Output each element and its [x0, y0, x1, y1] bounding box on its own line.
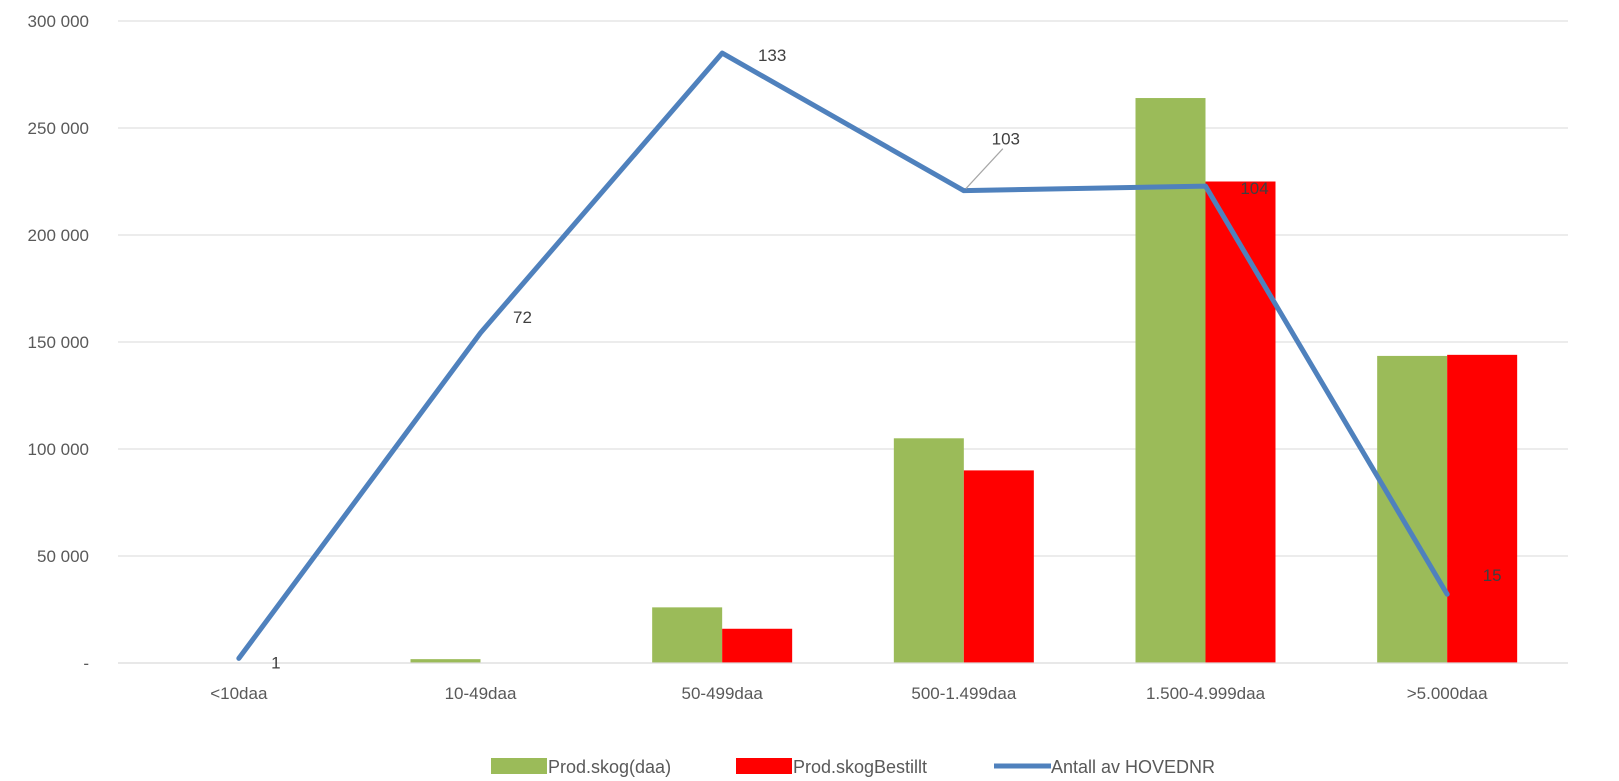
line-antall-av-hovednr	[236, 50, 1450, 661]
bars	[410, 98, 1518, 664]
bar-prod-skog-bestillt	[963, 470, 1034, 663]
legend-antall-av-hovednr: Antall av HOVEDNR	[994, 757, 1215, 777]
bar-prod-skog-bestillt	[1447, 354, 1518, 663]
y-tick-label: 100 000	[28, 440, 89, 459]
data-label: 133	[758, 46, 786, 65]
bar-prod-skog	[652, 607, 723, 663]
x-tick-label: 50-499daa	[682, 684, 764, 703]
bar-prod-skog	[410, 659, 481, 663]
gridlines	[118, 20, 1568, 557]
data-label: 103	[992, 130, 1020, 149]
x-axis-ticks: <10daa 10-49daa 50-499daa 500-1.499daa 1.500…	[210, 684, 1488, 703]
y-tick-label: 150 000	[28, 333, 89, 352]
y-tick-label: 200 000	[28, 226, 89, 245]
data-label-leader	[965, 148, 1004, 190]
bar-prod-skog-bestillt	[722, 628, 793, 663]
bar-prod-skog	[893, 438, 964, 663]
data-label: 72	[513, 308, 532, 327]
legend-label: Prod.skogBestillt	[793, 757, 927, 777]
legend-prod-skog-bestillt: Prod.skogBestillt	[736, 757, 927, 777]
legend-label: Prod.skog(daa)	[548, 757, 671, 777]
bar-prod-skog-bestillt	[1205, 181, 1276, 663]
x-tick-label: 10-49daa	[445, 684, 517, 703]
bar-prod-skog	[1135, 98, 1206, 664]
legend-swatch	[491, 758, 547, 774]
y-tick-label: 300 000	[28, 12, 89, 31]
legend-swatch	[736, 758, 792, 774]
data-label: 104	[1240, 179, 1268, 198]
bar-prod-skog	[1377, 355, 1448, 663]
y-tick-label: 50 000	[37, 547, 89, 566]
legend: Prod.skog(daa) Prod.skogBestillt Antall av…	[491, 757, 1215, 777]
legend-prod-skog: Prod.skog(daa)	[491, 757, 671, 777]
x-tick-label: <10daa	[210, 684, 268, 703]
y-tick-label: 250 000	[28, 119, 89, 138]
legend-label: Antall av HOVEDNR	[1051, 757, 1215, 777]
x-tick-label: 500-1.499daa	[911, 684, 1016, 703]
data-label: 15	[1483, 566, 1502, 585]
data-labels: 1 72 133 103 104 15	[271, 46, 1502, 672]
data-label: 1	[271, 653, 280, 672]
line-series	[236, 50, 1450, 661]
y-tick-label: -	[83, 654, 89, 673]
y-axis-ticks: - 50 000 100 000 150 000 200 000 250 000 300 0…	[28, 12, 89, 673]
x-tick-label: 1.500-4.999daa	[1146, 684, 1266, 703]
x-tick-label: >5.000daa	[1407, 684, 1488, 703]
